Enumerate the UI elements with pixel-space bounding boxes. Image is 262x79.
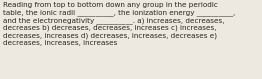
Text: Reading from top to bottom down any group in the periodic
table, the ionic radii: Reading from top to bottom down any grou… xyxy=(3,2,235,46)
